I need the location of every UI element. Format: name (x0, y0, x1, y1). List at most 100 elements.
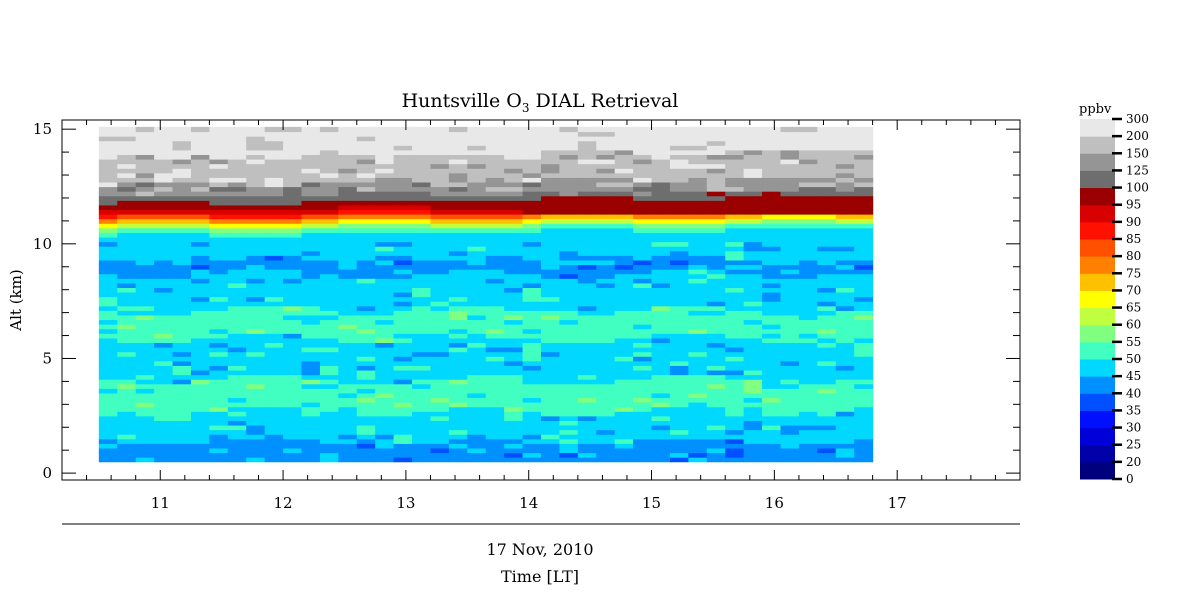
heatmap-cell (154, 342, 174, 348)
heatmap-cell (762, 337, 782, 344)
heatmap-cell (522, 443, 542, 449)
heatmap-cell (706, 415, 726, 421)
heatmap-cell (209, 379, 229, 385)
heatmap-cell (264, 154, 284, 160)
heatmap-cell (798, 324, 818, 330)
heatmap-cell (172, 269, 192, 275)
heatmap-cell (448, 149, 468, 155)
heatmap-cell (172, 301, 192, 307)
colorbar-label: 125 (1126, 163, 1149, 177)
heatmap-cell (577, 246, 597, 252)
heatmap-cell (209, 347, 229, 353)
heatmap-cell (522, 319, 542, 325)
heatmap-cell (577, 356, 597, 362)
heatmap-cell (706, 168, 726, 174)
heatmap-cell (448, 246, 468, 252)
heatmap-cell (688, 397, 708, 403)
heatmap-cell (375, 282, 395, 288)
heatmap-cell (743, 154, 763, 160)
heatmap-cell (356, 232, 376, 238)
heatmap-cell (614, 342, 634, 348)
heatmap-cell (504, 388, 524, 394)
heatmap-cell (780, 172, 800, 178)
heatmap-cell (430, 195, 450, 201)
heatmap-cell (246, 204, 266, 211)
heatmap-cell (762, 291, 782, 298)
heatmap-cell (190, 452, 210, 458)
heatmap-cell (338, 255, 358, 261)
heatmap-cell (688, 324, 708, 330)
heatmap-cell (651, 369, 671, 376)
heatmap-cell (725, 452, 745, 458)
heatmap-cell (227, 227, 247, 233)
heatmap-cell (798, 168, 818, 174)
heatmap-cell (541, 136, 561, 142)
heatmap-cell (522, 136, 542, 142)
heatmap-cell (522, 264, 542, 270)
heatmap-cell (412, 269, 432, 275)
heatmap-cell (762, 420, 782, 426)
heatmap-cell (135, 232, 155, 238)
heatmap-cell (246, 177, 266, 183)
heatmap-cell (780, 250, 800, 256)
heatmap-cell (614, 168, 634, 174)
heatmap-cell (356, 369, 376, 376)
heatmap-cell (319, 379, 339, 385)
heatmap-cell (117, 209, 137, 215)
heatmap-cell (577, 324, 597, 330)
heatmap-cell (356, 186, 376, 192)
heatmap-cell (154, 246, 174, 252)
heatmap-cell (448, 291, 468, 298)
heatmap-cell (227, 186, 247, 192)
heatmap-cell (393, 443, 413, 449)
heatmap-cell (522, 273, 542, 279)
heatmap-cell (798, 145, 818, 151)
heatmap-cell (633, 140, 653, 146)
heatmap-cell (135, 342, 155, 348)
heatmap-cell (338, 154, 358, 160)
heatmap-cell (209, 158, 229, 165)
heatmap-cell (559, 457, 579, 463)
heatmap-cell (835, 186, 855, 192)
heatmap-cell (448, 136, 468, 142)
heatmap-cell (412, 200, 432, 206)
heatmap-cell (319, 172, 339, 178)
heatmap-cell (669, 415, 689, 421)
heatmap-cell (762, 218, 782, 224)
heatmap-cell (559, 172, 579, 178)
heatmap-cell (596, 374, 616, 380)
heatmap-cell (448, 305, 468, 311)
heatmap-cell (117, 223, 137, 229)
heatmap-cell (614, 154, 634, 160)
heatmap-cell (577, 181, 597, 188)
heatmap-cell (154, 392, 174, 399)
x-tick-label: 15 (642, 494, 661, 512)
heatmap-cell (817, 195, 837, 201)
heatmap-cell (651, 204, 671, 211)
heatmap-cell (743, 457, 763, 463)
heatmap-cell (762, 296, 782, 302)
heatmap-cell (541, 154, 561, 160)
heatmap-cell (227, 291, 247, 298)
heatmap-cell (467, 356, 487, 362)
heatmap-cell (854, 209, 874, 215)
heatmap-cell (743, 443, 763, 449)
heatmap-cell (393, 296, 413, 302)
heatmap-cell (467, 392, 487, 399)
heatmap-cell (780, 406, 800, 412)
heatmap-cell (596, 195, 616, 201)
heatmap-cell (854, 310, 874, 316)
heatmap-cell (190, 136, 210, 142)
heatmap-cell (854, 351, 874, 357)
heatmap-cell (651, 172, 671, 178)
heatmap-cell (190, 397, 210, 403)
heatmap-cell (375, 250, 395, 256)
heatmap-cell (172, 328, 192, 334)
heatmap-cell (485, 269, 505, 275)
heatmap-cell (706, 301, 726, 307)
heatmap-cell (190, 310, 210, 316)
heatmap-cell (559, 310, 579, 316)
heatmap-cell (522, 246, 542, 252)
heatmap-cell (338, 218, 358, 224)
heatmap-cell (485, 319, 505, 325)
